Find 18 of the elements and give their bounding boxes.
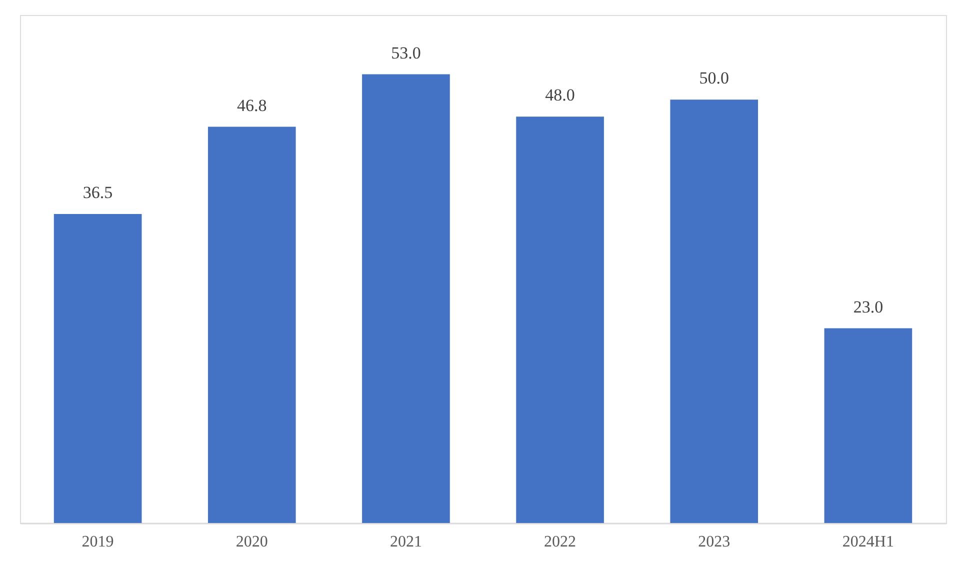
- bar: [362, 74, 450, 523]
- bar: [824, 328, 912, 523]
- x-tick-label: 2020: [236, 534, 268, 550]
- data-label: 46.8: [237, 96, 267, 115]
- bar: [208, 126, 296, 523]
- data-label: 23.0: [853, 297, 884, 316]
- bar: [54, 214, 142, 523]
- x-tick-label: 2024H1: [842, 534, 894, 550]
- data-label: 36.5: [82, 182, 113, 202]
- bar: [516, 116, 604, 523]
- data-label: 48.0: [545, 86, 575, 105]
- data-label: 53.0: [391, 43, 421, 62]
- bar: [670, 100, 758, 523]
- x-tick-label: 2021: [390, 534, 422, 550]
- x-tick-label: 2019: [82, 534, 114, 550]
- data-label: 50.0: [699, 68, 729, 88]
- x-tick-label: 2023: [698, 534, 730, 550]
- x-tick-label: 2022: [544, 534, 576, 550]
